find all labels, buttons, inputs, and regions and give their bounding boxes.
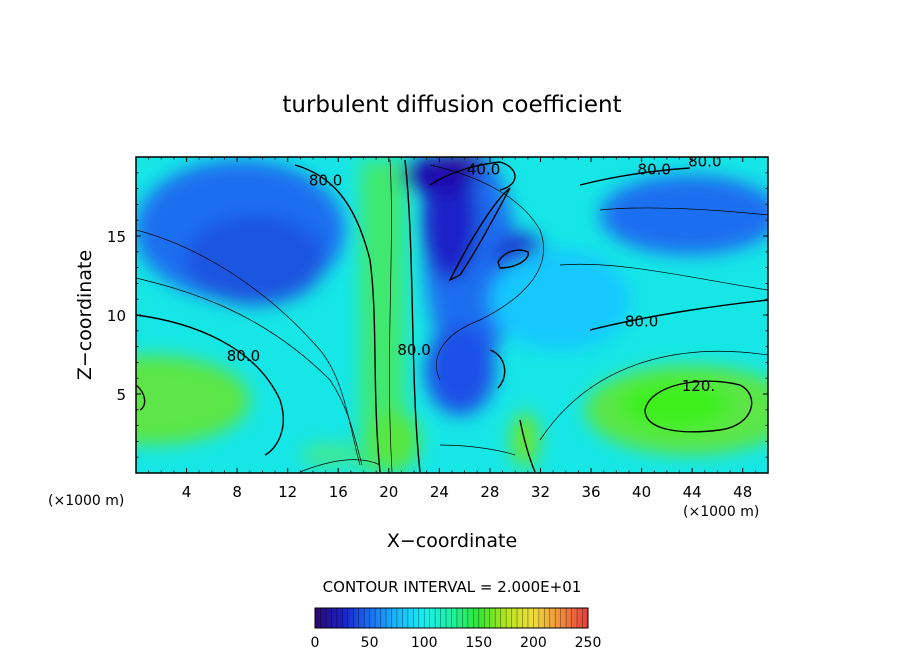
x-tick-label: 36 [581, 483, 600, 501]
contour-label: 80.0 [688, 153, 721, 171]
x-tick-label: 40 [632, 483, 651, 501]
contour-label: 80.0 [625, 312, 658, 330]
contour-label: 80.0 [227, 347, 260, 365]
y-tick-label: 5 [116, 386, 126, 404]
x-tick-label: 16 [329, 483, 348, 501]
colorbar-tick-label: 150 [465, 635, 492, 651]
x-tick-label: 8 [232, 483, 242, 501]
colorbar-stripes [320, 608, 583, 628]
contour-interval-text: CONTOUR INTERVAL = 2.000E+01 [323, 578, 582, 596]
x-unit-right: (×1000 m) [683, 504, 759, 520]
contour-lines [136, 159, 768, 473]
y-axis-ticks: 5 10 15 [107, 172, 768, 458]
contour-label: 80.0 [309, 172, 342, 190]
x-tick-label: 28 [480, 483, 499, 501]
x-tick-label: 44 [683, 483, 702, 501]
x-tick-label: 12 [278, 483, 297, 501]
contour-labels: 80.0 40.0 80.0 80.0 80.0 80.0 80.0 120. [227, 153, 722, 395]
colorbar-tick-label: 50 [361, 635, 379, 651]
colorbar-tick-label: 100 [411, 635, 438, 651]
x-tick-label: 20 [379, 483, 398, 501]
x-axis-label: X−coordinate [387, 530, 517, 552]
colorbar-ticks: 0 50 100 150 200 250 [311, 635, 602, 651]
colorbar-frame [314, 607, 589, 629]
x-tick-label: 48 [733, 483, 752, 501]
x-tick-label: 24 [430, 483, 449, 501]
x-unit-left: (×1000 m) [48, 493, 124, 509]
x-tick-label: 4 [182, 483, 192, 501]
contour-label: 80.0 [397, 341, 430, 359]
x-tick-label: 32 [531, 483, 550, 501]
contour-label: 40.0 [467, 161, 500, 179]
chart-title: turbulent diffusion coefficient [282, 92, 621, 118]
y-axis-label: Z−coordinate [74, 250, 96, 380]
y-tick-label: 10 [107, 307, 126, 325]
y-tick-label: 15 [107, 228, 126, 246]
colorbar-tick-label: 250 [575, 635, 602, 651]
contour-label: 80.0 [638, 161, 671, 179]
field-plot-area: 80.0 40.0 80.0 80.0 80.0 80.0 80.0 120. [136, 153, 768, 473]
contour-label: 120. [682, 377, 715, 395]
colorbar-tick-label: 200 [520, 635, 547, 651]
colorbar: 0 50 100 150 200 250 [311, 607, 602, 651]
colorbar-tick-label: 0 [311, 635, 320, 651]
x-axis-ticks: 4 8 12 16 20 24 28 32 36 40 44 48 [148, 157, 756, 501]
